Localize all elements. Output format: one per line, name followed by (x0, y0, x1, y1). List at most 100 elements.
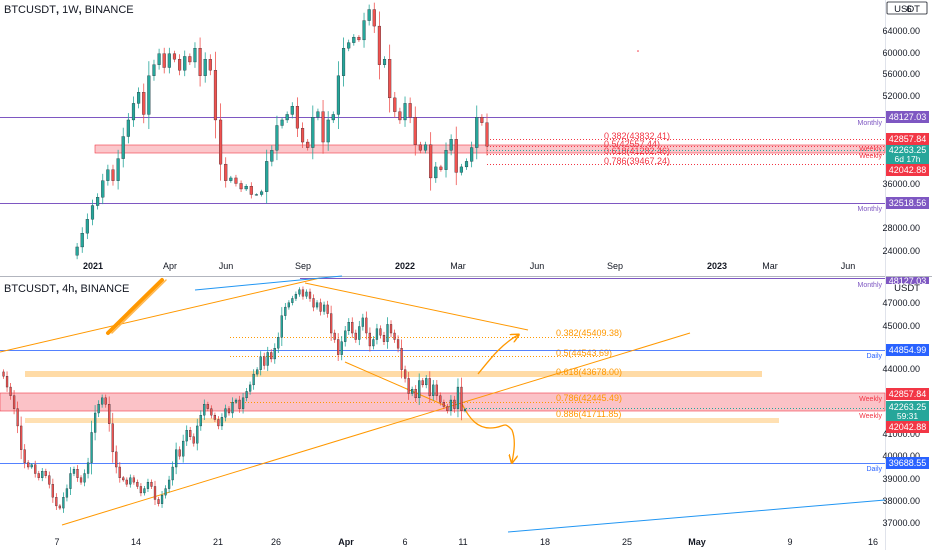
channel-lower-line[interactable] (344, 361, 447, 407)
candle-down[interactable] (51, 484, 54, 498)
candle-down[interactable] (398, 111, 402, 121)
candle-down[interactable] (330, 313, 333, 334)
candle-up[interactable] (449, 399, 453, 411)
candle-down[interactable] (295, 106, 299, 129)
weekly-time-axis[interactable]: 2021 Apr Jun Sep 2022 Mar Jun Sep 2023 M… (83, 261, 855, 271)
candle-down[interactable] (239, 183, 243, 190)
candle-down[interactable] (263, 356, 266, 366)
candle-up[interactable] (231, 402, 234, 414)
candle-down[interactable] (421, 380, 424, 386)
candle-down[interactable] (480, 117, 484, 123)
candle-up[interactable] (193, 48, 197, 63)
candle-up[interactable] (280, 315, 283, 338)
candle-up[interactable] (463, 409, 467, 411)
candle-down[interactable] (442, 402, 445, 407)
candle-up[interactable] (106, 169, 110, 181)
candle-down[interactable] (301, 289, 305, 297)
candle-up[interactable] (382, 59, 387, 65)
4h-chart[interactable]: 0.382(45409.38) 0.5(44543.69) 0.618(4367… (0, 275, 886, 533)
candle-up[interactable] (101, 397, 104, 405)
candle-down[interactable] (16, 408, 19, 427)
candle-up[interactable] (72, 469, 76, 474)
candle-up[interactable] (375, 328, 379, 340)
candle-up[interactable] (183, 56, 187, 71)
candle-down[interactable] (210, 408, 213, 416)
candle-down[interactable] (9, 386, 12, 396)
candle-down[interactable] (382, 335, 386, 342)
candle-down[interactable] (396, 339, 400, 349)
candle-down[interactable] (213, 70, 218, 121)
candle-down[interactable] (213, 414, 217, 420)
4h-candles[interactable] (2, 286, 467, 513)
4h-price-axis[interactable]: 48127.03 USDT 47000.00 45000.00 44000.00… (882, 276, 929, 528)
bullish-projection-arrow[interactable] (477, 335, 518, 375)
candle-down[interactable] (136, 481, 139, 487)
candle-up[interactable] (245, 391, 248, 399)
candle-down[interactable] (150, 481, 153, 487)
candle-down[interactable] (111, 169, 115, 181)
candle-down[interactable] (157, 499, 160, 504)
candle-down[interactable] (20, 425, 23, 450)
candle-up[interactable] (30, 464, 33, 468)
candle-up[interactable] (459, 166, 463, 173)
candle-up[interactable] (358, 326, 361, 340)
blue-trendline-top[interactable] (194, 275, 343, 291)
candle-down[interactable] (388, 59, 392, 99)
candle-up[interactable] (241, 397, 245, 409)
candle-down[interactable] (198, 48, 202, 76)
candle-down[interactable] (337, 339, 340, 355)
candle-up[interactable] (372, 339, 375, 347)
candle-up[interactable] (90, 205, 95, 220)
candle-up[interactable] (182, 440, 185, 457)
candle-up[interactable] (101, 180, 105, 198)
candle-up[interactable] (137, 92, 141, 104)
candle-down[interactable] (321, 111, 325, 143)
candle-down[interactable] (413, 117, 417, 145)
candle-down[interactable] (37, 473, 40, 478)
candle-down[interactable] (206, 404, 209, 409)
candle-up[interactable] (425, 378, 428, 386)
candle-up[interactable] (260, 191, 264, 195)
candle-down[interactable] (79, 477, 83, 483)
candle-down[interactable] (108, 404, 111, 424)
candle-up[interactable] (244, 186, 248, 190)
candle-down[interactable] (132, 477, 135, 483)
candle-down[interactable] (270, 352, 273, 360)
candle-down[interactable] (408, 103, 412, 118)
candle-up[interactable] (229, 177, 233, 181)
candle-down[interactable] (224, 163, 228, 181)
candle-up[interactable] (291, 298, 294, 303)
candle-up[interactable] (69, 473, 72, 489)
candle-up[interactable] (341, 48, 346, 76)
candle-down[interactable] (115, 451, 118, 468)
candle-up[interactable] (167, 479, 171, 489)
candle-up[interactable] (146, 481, 150, 489)
candle-up[interactable] (470, 147, 474, 162)
candle-up[interactable] (185, 430, 188, 442)
candle-up[interactable] (449, 139, 453, 151)
candle-down[interactable] (208, 59, 212, 71)
candle-up[interactable] (143, 488, 146, 494)
candle-down[interactable] (453, 399, 456, 409)
candle-down[interactable] (312, 298, 315, 308)
candle-down[interactable] (454, 139, 458, 173)
candle-up[interactable] (171, 466, 174, 481)
candle-up[interactable] (305, 291, 308, 297)
candle-down[interactable] (27, 462, 30, 468)
candle-up[interactable] (175, 449, 178, 468)
candle-down[interactable] (153, 486, 157, 500)
candle-up[interactable] (62, 497, 65, 509)
candle-up[interactable] (277, 337, 280, 349)
candle-up[interactable] (41, 471, 44, 478)
candle-up[interactable] (152, 64, 156, 76)
candle-up[interactable] (93, 412, 97, 433)
candle-up[interactable] (290, 106, 294, 115)
candle-up[interactable] (352, 36, 356, 43)
candle-up[interactable] (344, 330, 347, 342)
candle-down[interactable] (326, 304, 329, 314)
candle-up[interactable] (157, 53, 161, 65)
candle-up[interactable] (367, 9, 371, 21)
candle-down[interactable] (485, 122, 489, 147)
candle-down[interactable] (249, 186, 253, 195)
candle-down[interactable] (55, 497, 58, 507)
